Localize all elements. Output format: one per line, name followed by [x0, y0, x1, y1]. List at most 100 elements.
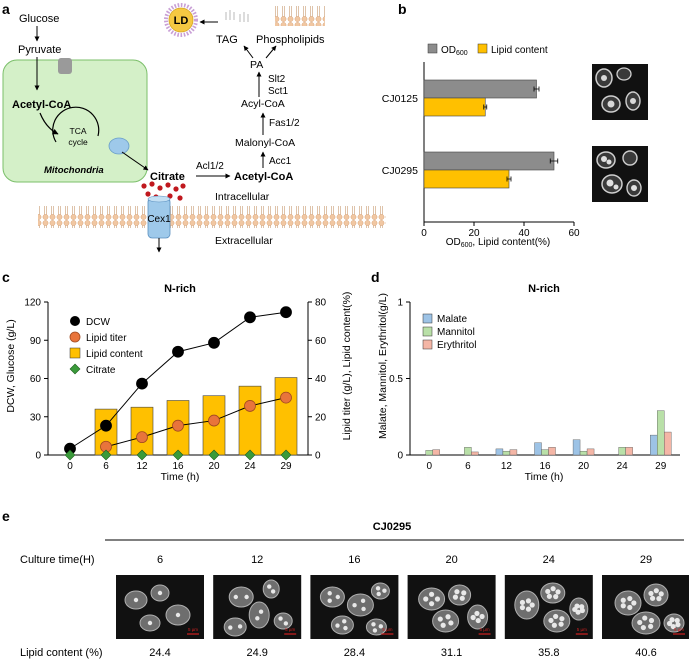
yeast-cell — [569, 597, 589, 621]
yeast-cell — [248, 601, 270, 629]
chart-c-title: N-rich — [164, 283, 196, 295]
yeast-cell — [223, 617, 247, 637]
chart-c-ytick-right-label: 20 — [315, 412, 327, 423]
chart-b-xtick-label: 40 — [518, 228, 530, 239]
chart-b-error-bar — [549, 158, 559, 164]
chart-c-point-lipid-titer — [280, 391, 292, 404]
chart-d-bar-mannitol — [541, 449, 549, 456]
extracellular-label: Extracellular — [215, 235, 273, 247]
lipid-droplet — [459, 595, 465, 601]
legend-swatch-malate — [422, 313, 433, 324]
legend-label-citrate: Citrate — [86, 365, 116, 376]
chart-c-point-dcw — [208, 336, 220, 349]
lipid-droplet — [670, 623, 676, 630]
lipid-droplet — [666, 620, 673, 627]
lipid-droplet — [545, 588, 551, 595]
lipid-droplet — [637, 619, 643, 626]
lipid-droplet — [550, 586, 556, 592]
chart-d-bar-malate — [534, 442, 542, 456]
lipid-droplet — [658, 591, 664, 597]
chart-c-point-citrate — [64, 449, 76, 461]
lipid-droplet — [343, 625, 348, 631]
chart-c-ytick-right-label: 80 — [315, 298, 327, 309]
yeast-cell — [540, 582, 566, 604]
lipid-droplet — [653, 588, 659, 594]
chart-b-bar — [423, 79, 537, 99]
chart-d-bar-malate — [650, 434, 658, 456]
arrow-pa-tag — [243, 45, 254, 59]
chart-c-xtick-label: 24 — [244, 461, 256, 472]
chart-c-point-citrate — [172, 449, 184, 461]
chart-d-bar-erythritol — [625, 447, 633, 456]
glucose-label: Glucose — [19, 13, 59, 25]
lipid-droplet — [575, 609, 581, 615]
chart-d-bar-mannitol — [579, 450, 588, 456]
lipid-droplet — [335, 594, 340, 600]
lipid-droplet — [648, 590, 654, 597]
lipid-droplet — [656, 596, 662, 602]
chart-d-plot: 0 0.5 1 0 6 12 16 20 24 29 — [389, 298, 680, 472]
slt2-label: Slt2 — [268, 74, 286, 85]
lipid-droplet — [559, 616, 565, 622]
chart-c-ytick-right-label: 60 — [315, 336, 327, 347]
legend-label-mannitol: Mannitol — [437, 327, 475, 338]
yeast-cell — [543, 609, 571, 633]
lipid-droplet — [376, 591, 381, 597]
chart-d-bar-erythritol — [664, 431, 672, 456]
lipid-droplet — [548, 617, 554, 624]
chart-c-ylabel-left: DCW, Glucose (g/L) — [5, 319, 17, 412]
chart-c-bar-lipid-content — [274, 377, 298, 456]
chart-b-bar — [423, 169, 510, 189]
chart-b-bar — [423, 151, 555, 171]
lipid-droplet — [574, 603, 580, 609]
chart-c-point-dcw — [172, 345, 184, 358]
chart-b-category-label: CJ0295 — [382, 165, 418, 177]
lipid-droplet — [649, 595, 656, 601]
tca-label-2: cycle — [68, 137, 88, 147]
lipid-droplet — [352, 603, 357, 608]
yeast-cell — [643, 583, 669, 607]
chart-c-ylabel-right: Lipid titer (g/L), Lipid content(%) — [341, 292, 353, 441]
yeast-cell — [663, 613, 685, 633]
acetyl-coa-label: Acetyl-CoA — [234, 171, 293, 183]
lipid-droplet — [627, 604, 633, 611]
legend-label-erythritol: Erythritol — [437, 340, 476, 351]
chart-c-plot: 0 30 60 90 120 0 20 40 60 80 0 6 12 16 20 24 29 — [24, 298, 326, 473]
lipid-droplet — [669, 617, 675, 623]
lipid-droplet — [648, 623, 654, 630]
lipid-content-value: 24.4 — [149, 647, 170, 659]
chart-c-xtick-label: 12 — [136, 461, 148, 472]
yeast-cell — [614, 590, 642, 616]
lipid-droplet — [157, 590, 163, 596]
acc-label: Acc1 — [269, 156, 292, 167]
chart-c-point-dcw — [100, 419, 112, 432]
lipid-droplet — [375, 586, 381, 591]
intracellular-label: Intracellular — [215, 191, 270, 203]
chart-c-ytick-left-label: 90 — [30, 336, 42, 347]
chart-d-bar-erythritol — [586, 448, 595, 456]
lipid-droplet — [553, 594, 559, 600]
acyl-coa-label: Acyl-CoA — [241, 98, 285, 110]
yeast-cell — [262, 579, 280, 599]
chart-d-bar-mannitol — [657, 410, 665, 456]
chart-d-xtick-label: 20 — [578, 461, 590, 472]
chart-d-bar-malate — [495, 448, 504, 456]
lipid-droplet — [228, 625, 233, 630]
ld-label: LD — [174, 15, 189, 27]
yeast-cell — [448, 584, 472, 606]
lipid-droplet — [519, 604, 526, 611]
yeast-cell — [365, 618, 387, 636]
yeast-cell — [330, 615, 354, 635]
chart-b-xtick-label: 20 — [468, 228, 480, 239]
panel-d: d N-rich 0 0.5 1 0 6 12 16 20 24 29 Time (h) Mala… — [371, 269, 680, 483]
lipid-droplet — [175, 612, 181, 618]
scale-bar-label: 5 µm — [674, 627, 684, 632]
culture-time-value: 20 — [445, 554, 457, 566]
lipid-droplet — [371, 622, 376, 627]
legend-label-lipid-titer: Lipid titer — [86, 333, 127, 344]
panel-e-micrographs: 6 5 µm 24.4 12 5 µm 24.9 16 5 µm 28.4 20 5 µm 31.1 2… — [116, 554, 689, 659]
chart-c-point-lipid-titer — [172, 419, 184, 432]
chart-c-xtick-label: 6 — [103, 461, 109, 472]
lipid-droplet — [675, 622, 681, 628]
lipid-droplet — [640, 624, 646, 631]
